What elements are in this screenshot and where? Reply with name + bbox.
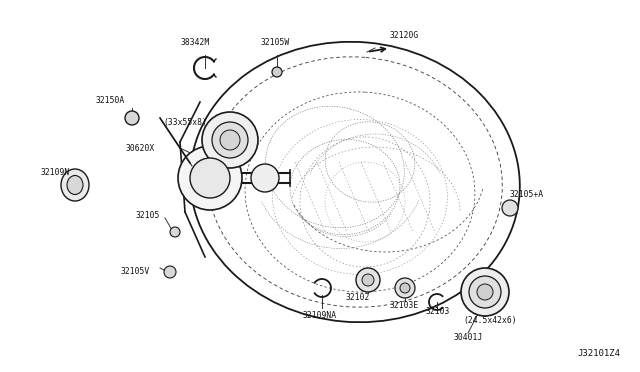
Circle shape (212, 122, 248, 158)
Circle shape (251, 164, 279, 192)
Text: 32105: 32105 (136, 211, 160, 219)
Circle shape (190, 158, 230, 198)
Text: 32109NA: 32109NA (303, 311, 337, 320)
Circle shape (362, 274, 374, 286)
Text: 38342M: 38342M (180, 38, 210, 46)
Circle shape (469, 276, 501, 308)
Text: 32102: 32102 (346, 294, 370, 302)
Text: 32109N: 32109N (40, 167, 70, 176)
Circle shape (400, 283, 410, 293)
Circle shape (170, 227, 180, 237)
Text: 32103: 32103 (426, 308, 450, 317)
Circle shape (125, 111, 139, 125)
Circle shape (461, 268, 509, 316)
Ellipse shape (61, 169, 89, 201)
Text: 30620X: 30620X (125, 144, 155, 153)
Text: 32105V: 32105V (120, 267, 150, 276)
Circle shape (502, 200, 518, 216)
Circle shape (164, 266, 176, 278)
Circle shape (220, 130, 240, 150)
Text: 32150A: 32150A (95, 96, 125, 105)
Text: 32105W: 32105W (260, 38, 290, 46)
Circle shape (272, 67, 282, 77)
Text: 30401J: 30401J (453, 334, 483, 343)
Text: 32103E: 32103E (389, 301, 419, 311)
Circle shape (178, 146, 242, 210)
Text: 32120G: 32120G (390, 31, 419, 39)
Circle shape (202, 112, 258, 168)
Text: J32101Z4: J32101Z4 (577, 349, 620, 358)
Text: 32105+A: 32105+A (510, 189, 544, 199)
Circle shape (395, 278, 415, 298)
Ellipse shape (67, 176, 83, 195)
Circle shape (356, 268, 380, 292)
Text: (33x55x8): (33x55x8) (163, 118, 207, 126)
Text: (24.5x42x6): (24.5x42x6) (463, 315, 517, 324)
Circle shape (477, 284, 493, 300)
